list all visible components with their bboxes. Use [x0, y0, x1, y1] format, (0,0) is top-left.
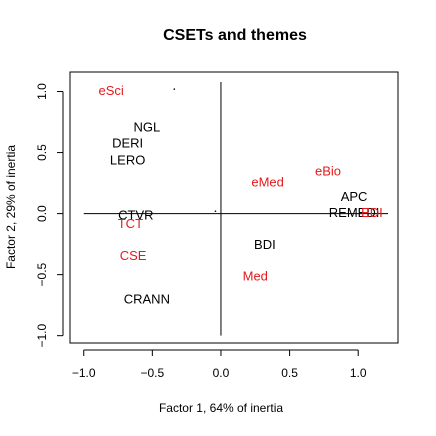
point-label: CSE [120, 248, 147, 263]
point-label: eMed [251, 175, 284, 190]
point-label: eSci [99, 83, 124, 98]
chart-title: CSETs and themes [163, 27, 307, 44]
point-label: Med [243, 269, 268, 284]
x-tick-label: 0.5 [281, 366, 298, 380]
x-tick-label: −1.0 [72, 366, 96, 380]
point-label: TCT [118, 216, 143, 231]
point-label: CTVR [118, 207, 153, 222]
y-tick-label: 0.5 [35, 144, 49, 161]
point-label: eBio [315, 164, 341, 179]
x-tick-label: 1.0 [350, 366, 367, 380]
y-tick-label: 1.0 [35, 83, 49, 100]
point-label: CRANN [124, 292, 170, 307]
plot-frame [69, 71, 399, 344]
point-label: LERO [110, 153, 145, 168]
point-label: EDI [361, 205, 383, 220]
y-tick-label: 0.0 [35, 205, 49, 222]
point-label: BDI [254, 237, 276, 252]
point-label: DERI [112, 135, 143, 150]
point-label: REMEDI [329, 205, 380, 220]
point [173, 88, 176, 90]
y-tick-label: −0.5 [35, 262, 49, 286]
point-label: APC [341, 189, 368, 204]
x-axis-label: Factor 1, 64% of inertia [159, 401, 283, 415]
point-label: NGL [133, 120, 160, 135]
y-axis-label: Factor 2, 29% of inertia [4, 145, 18, 269]
point [214, 210, 217, 212]
y-tick-label: −1.0 [35, 324, 49, 348]
x-tick-label: 0.0 [213, 366, 230, 380]
x-tick-label: −0.5 [140, 366, 164, 380]
